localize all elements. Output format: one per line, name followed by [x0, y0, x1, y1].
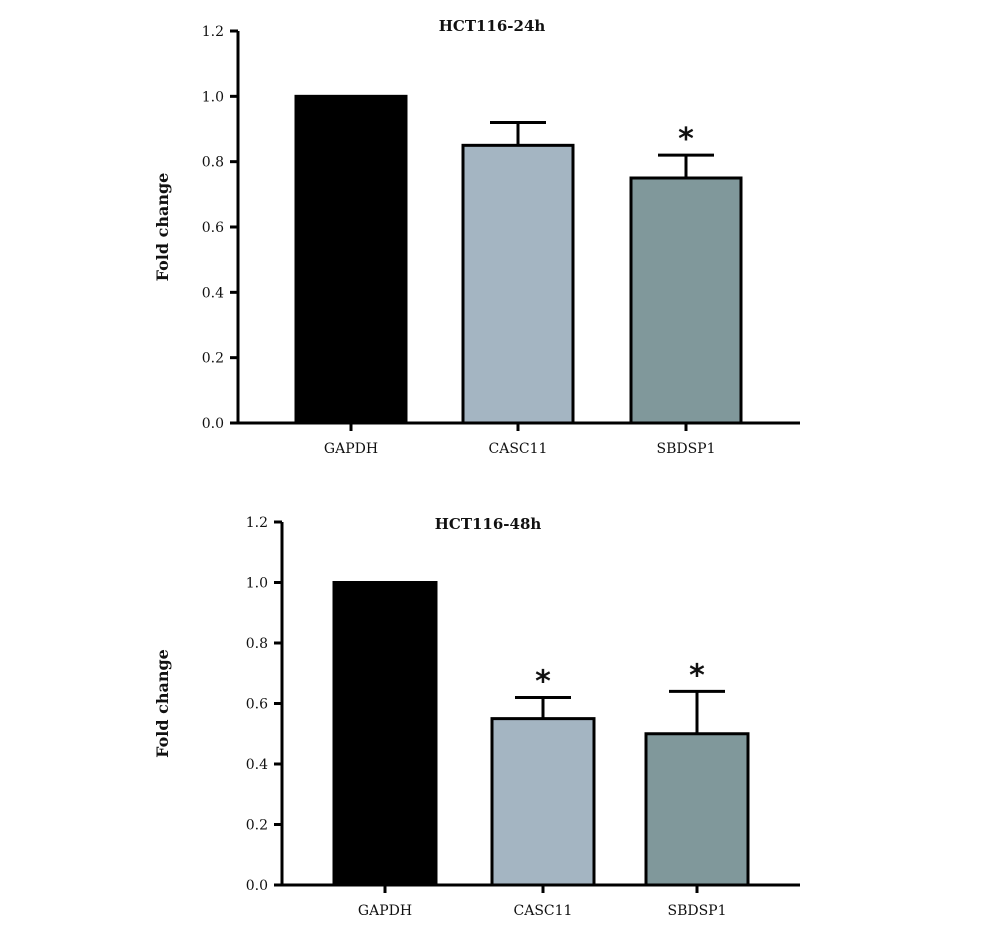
y-tick-label: 0.0	[246, 878, 268, 894]
significance-marker: *	[535, 664, 551, 699]
y-tick-label: 0.0	[202, 416, 224, 432]
category-label: SBDSP1	[656, 441, 715, 457]
y-tick-label: 1.0	[246, 576, 268, 592]
category-label: CASC11	[489, 441, 548, 457]
category-label: CASC11	[514, 903, 573, 919]
y-axis-title: Fold change	[153, 173, 172, 282]
y-axis-title: Fold change	[153, 649, 172, 758]
chart-title: HCT116-48h	[435, 515, 542, 533]
significance-marker: *	[678, 122, 694, 157]
category-label: GAPDH	[324, 441, 378, 457]
y-tick-label: 1.2	[246, 515, 268, 531]
y-tick-label: 0.4	[246, 757, 268, 773]
bar-sbdsp1	[629, 176, 743, 425]
bar-casc11	[461, 143, 575, 425]
y-tick-label: 0.4	[202, 285, 224, 301]
category-label: SBDSP1	[667, 903, 726, 919]
y-tick-label: 0.6	[246, 697, 268, 713]
y-tick-label: 1.0	[202, 89, 224, 105]
y-tick-label: 0.2	[202, 351, 224, 367]
y-tick-label: 1.2	[202, 24, 224, 40]
chart-2: HCT116-48h Fold change 0.0 0.2 0.4 0.6 0.8 1.0 1…	[153, 515, 800, 919]
y-tick-label: 0.8	[246, 636, 268, 652]
y-tick-label: 0.2	[246, 818, 268, 834]
significance-marker: *	[689, 658, 705, 693]
bar-casc11	[490, 717, 596, 887]
chart-1: HCT116-24h Fold change 0.0 0.2 0.4 0.6 0.8 1.0 1…	[153, 17, 800, 457]
y-tick-label: 0.8	[202, 155, 224, 171]
bar-gapdh	[332, 581, 438, 887]
category-label: GAPDH	[358, 903, 412, 919]
chart-title: HCT116-24h	[439, 17, 546, 35]
bar-sbdsp1	[644, 732, 750, 887]
bar-gapdh	[294, 94, 408, 425]
y-tick-label: 0.6	[202, 220, 224, 236]
